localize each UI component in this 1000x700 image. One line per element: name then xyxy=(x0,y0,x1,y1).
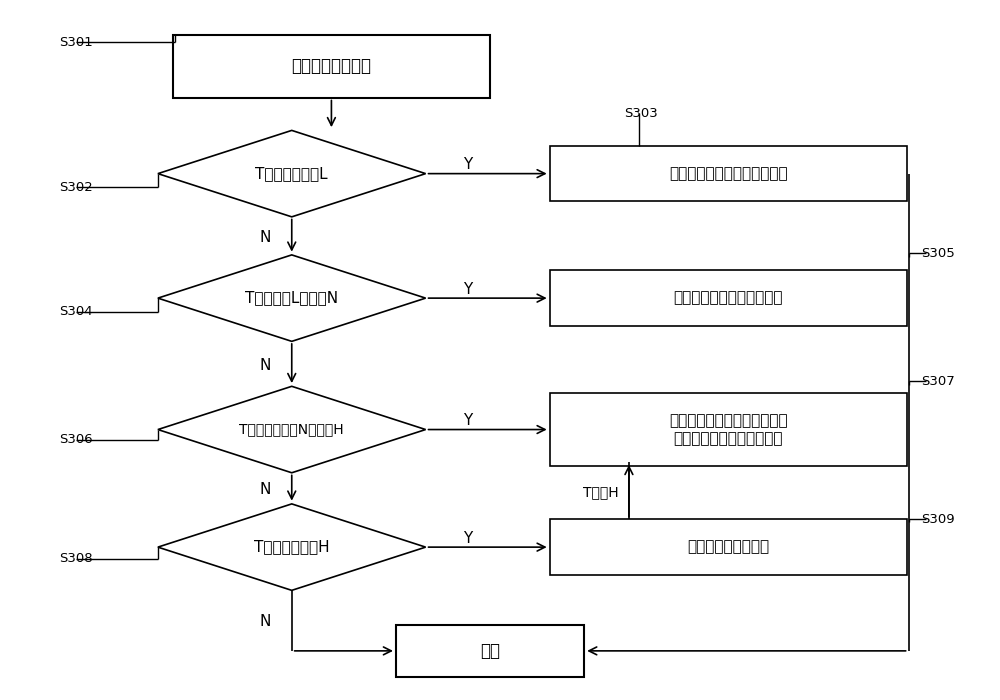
Text: 检测电磁炉的温度: 检测电磁炉的温度 xyxy=(291,57,371,76)
Text: S306: S306 xyxy=(59,433,92,447)
Text: S303: S303 xyxy=(624,107,658,120)
Text: N: N xyxy=(259,230,271,245)
Polygon shape xyxy=(158,504,426,590)
Text: N: N xyxy=(259,482,271,497)
Text: S301: S301 xyxy=(59,36,92,49)
Text: 控制电磁炉停止加热: 控制电磁炉停止加热 xyxy=(687,540,769,554)
Text: 控制电磁炉进行调功率加热: 控制电磁炉进行调功率加热 xyxy=(673,290,783,306)
Bar xyxy=(550,519,907,575)
Bar xyxy=(550,146,907,202)
Text: 电磁炉在当前调功比的基础上
降低调功比进行调功率加热: 电磁炉在当前调功比的基础上 降低调功比进行调功率加热 xyxy=(669,413,787,446)
Text: S308: S308 xyxy=(59,552,92,566)
Polygon shape xyxy=(158,130,426,217)
Text: S302: S302 xyxy=(59,181,92,194)
Text: N: N xyxy=(259,614,271,629)
Text: S304: S304 xyxy=(59,305,92,318)
Text: S305: S305 xyxy=(921,246,955,260)
Bar xyxy=(173,35,490,97)
Text: S309: S309 xyxy=(921,513,955,526)
Text: Y: Y xyxy=(463,157,472,172)
Polygon shape xyxy=(158,386,426,472)
Bar xyxy=(396,625,584,677)
Text: Y: Y xyxy=(463,531,472,545)
Text: N: N xyxy=(259,358,271,372)
Text: T是否大于L且小于N: T是否大于L且小于N xyxy=(245,290,338,306)
Text: T是否大于等于H: T是否大于等于H xyxy=(254,540,330,554)
Bar xyxy=(550,270,907,326)
Text: 返回: 返回 xyxy=(480,642,500,660)
Text: T是否大于等于N且小于H: T是否大于等于N且小于H xyxy=(239,423,344,437)
Polygon shape xyxy=(158,255,426,342)
Text: Y: Y xyxy=(463,281,472,297)
Text: Y: Y xyxy=(463,413,472,428)
Text: S307: S307 xyxy=(921,374,955,388)
Text: 电磁炉保持当前功率连续加热: 电磁炉保持当前功率连续加热 xyxy=(669,166,787,181)
Bar xyxy=(550,393,907,466)
Text: T小于H: T小于H xyxy=(583,485,619,499)
Text: T是否小于等于L: T是否小于等于L xyxy=(255,166,328,181)
